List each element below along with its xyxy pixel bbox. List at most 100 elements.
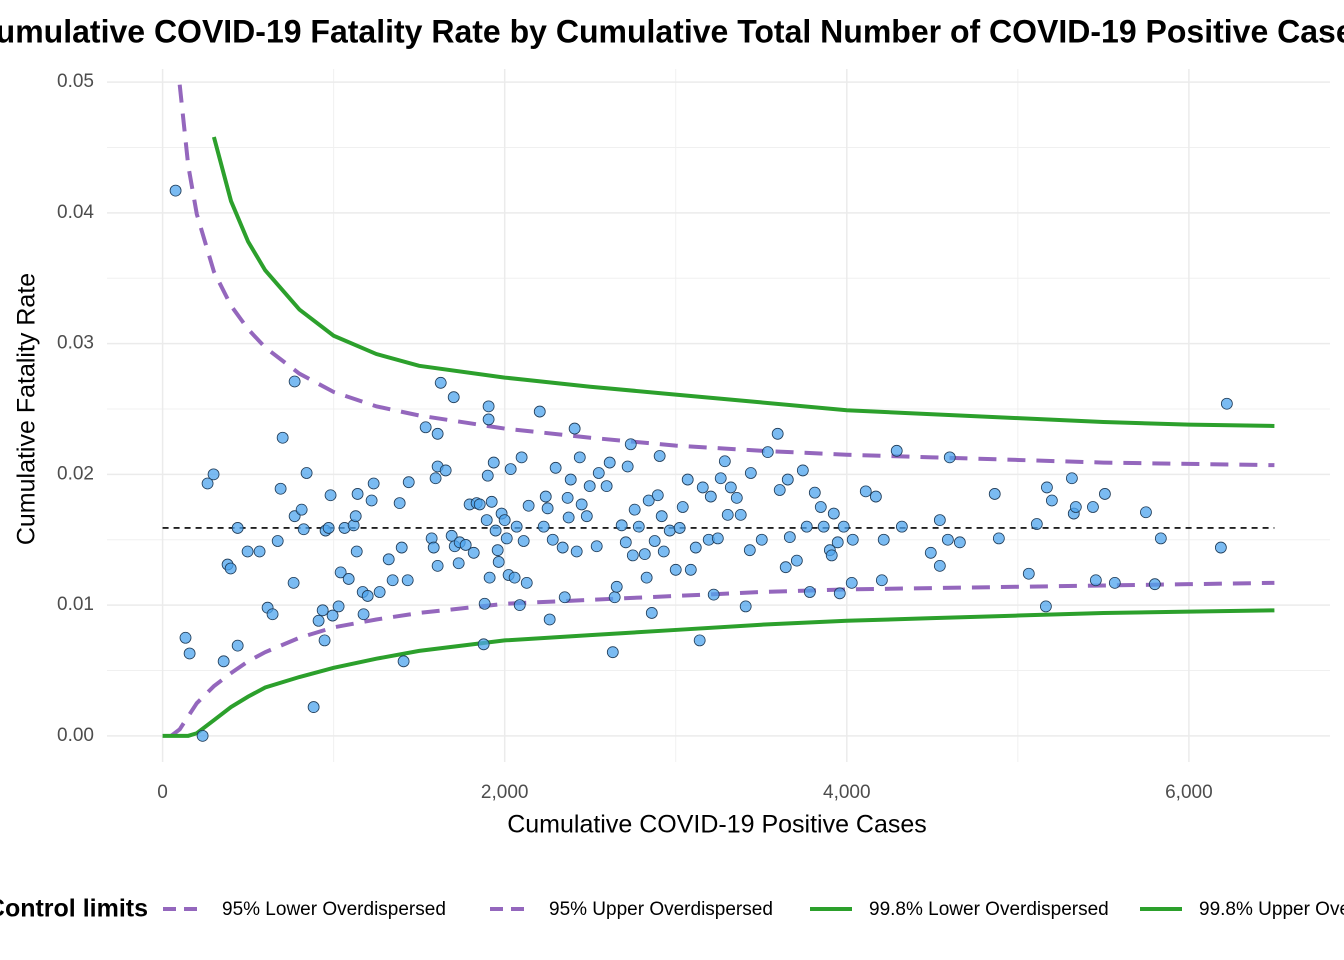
y-tick-label: 0.01 <box>57 594 94 615</box>
data-point <box>508 571 521 584</box>
data-point <box>447 391 460 404</box>
y-tick-label: 0.00 <box>57 725 94 746</box>
data-point <box>231 522 244 534</box>
data-point <box>592 467 605 479</box>
data-point <box>183 647 196 660</box>
data-point <box>580 510 593 523</box>
data-point <box>513 599 526 611</box>
data-point <box>483 571 496 584</box>
data-point <box>541 502 554 515</box>
data-point <box>825 549 838 562</box>
legend: 95% Lower Overdispersed 95% Upper Overdis… <box>163 899 1344 920</box>
data-point <box>382 553 395 566</box>
data-point <box>817 520 830 533</box>
data-point <box>431 559 444 572</box>
data-point <box>271 535 284 547</box>
y-tick-label: 0.05 <box>57 71 94 92</box>
data-point <box>761 446 774 459</box>
data-point <box>626 549 639 562</box>
data-point <box>351 488 364 500</box>
data-point <box>845 576 858 589</box>
data-point <box>287 576 300 589</box>
data-point <box>224 562 237 575</box>
data-point <box>707 588 720 601</box>
data-point <box>288 375 301 388</box>
data-point <box>615 519 628 532</box>
data-point <box>253 545 266 558</box>
data-point <box>482 413 495 426</box>
data-point <box>481 469 494 482</box>
legend-label: 99.8% Lower Overdispersed <box>869 899 1109 920</box>
data-point <box>276 431 289 444</box>
data-point <box>365 494 378 507</box>
data-point <box>632 520 645 533</box>
y-tick-label: 0.03 <box>57 333 94 354</box>
data-point <box>510 520 523 533</box>
data-point <box>1214 541 1227 554</box>
data-point <box>266 608 279 621</box>
data-point <box>673 522 686 534</box>
points <box>169 184 1233 742</box>
data-point <box>1087 501 1099 513</box>
data-point <box>274 482 287 495</box>
data-point <box>755 533 768 546</box>
x-tick-label: 0 <box>157 782 168 803</box>
legend-label: 95% Lower Overdispersed <box>222 899 446 920</box>
data-point <box>520 576 533 589</box>
data-point <box>590 540 603 553</box>
data-point <box>326 609 339 622</box>
data-point <box>724 481 737 494</box>
data-point <box>704 490 717 503</box>
data-point <box>803 586 816 598</box>
data-point <box>452 557 465 570</box>
data-point <box>533 405 546 418</box>
data-point <box>684 563 697 576</box>
data-point <box>779 561 792 574</box>
data-point <box>837 520 850 533</box>
data-point <box>332 600 345 613</box>
data-point <box>429 472 442 485</box>
data-point <box>207 468 220 481</box>
data-point <box>1098 488 1111 500</box>
data-point <box>721 508 734 521</box>
data-point <box>349 510 362 523</box>
data-point <box>478 597 491 610</box>
data-point <box>663 524 676 537</box>
data-point <box>459 539 472 551</box>
data-point <box>482 400 495 413</box>
data-point <box>395 541 408 554</box>
data-point <box>357 608 370 621</box>
data-point <box>342 573 355 585</box>
data-point <box>676 501 689 513</box>
data-point <box>537 520 550 533</box>
data-point <box>1154 532 1167 545</box>
data-point <box>316 604 329 617</box>
data-point <box>624 438 637 451</box>
data-point <box>473 498 486 511</box>
data-point <box>1045 494 1058 507</box>
data-point <box>480 514 493 527</box>
data-point <box>714 472 727 485</box>
data-point <box>543 613 556 626</box>
data-point <box>1022 567 1035 580</box>
data-point <box>814 501 827 513</box>
data-point <box>808 486 821 499</box>
data-point <box>619 536 632 549</box>
grid <box>107 69 1330 762</box>
x-axis-label: Cumulative COVID-19 Positive Cases <box>507 811 927 839</box>
data-point <box>500 532 513 545</box>
data-point <box>300 467 313 479</box>
data-point <box>608 591 621 604</box>
control-limit-line <box>162 608 1275 738</box>
legend-label: 95% Upper Overdispersed <box>549 899 773 920</box>
data-point <box>295 503 308 516</box>
data-point <box>318 634 331 647</box>
data-point <box>730 491 743 504</box>
data-point <box>561 491 574 504</box>
data-point <box>549 461 562 474</box>
data-point <box>498 514 511 527</box>
data-point <box>556 541 569 554</box>
data-point <box>361 590 374 602</box>
data-point <box>628 503 641 516</box>
